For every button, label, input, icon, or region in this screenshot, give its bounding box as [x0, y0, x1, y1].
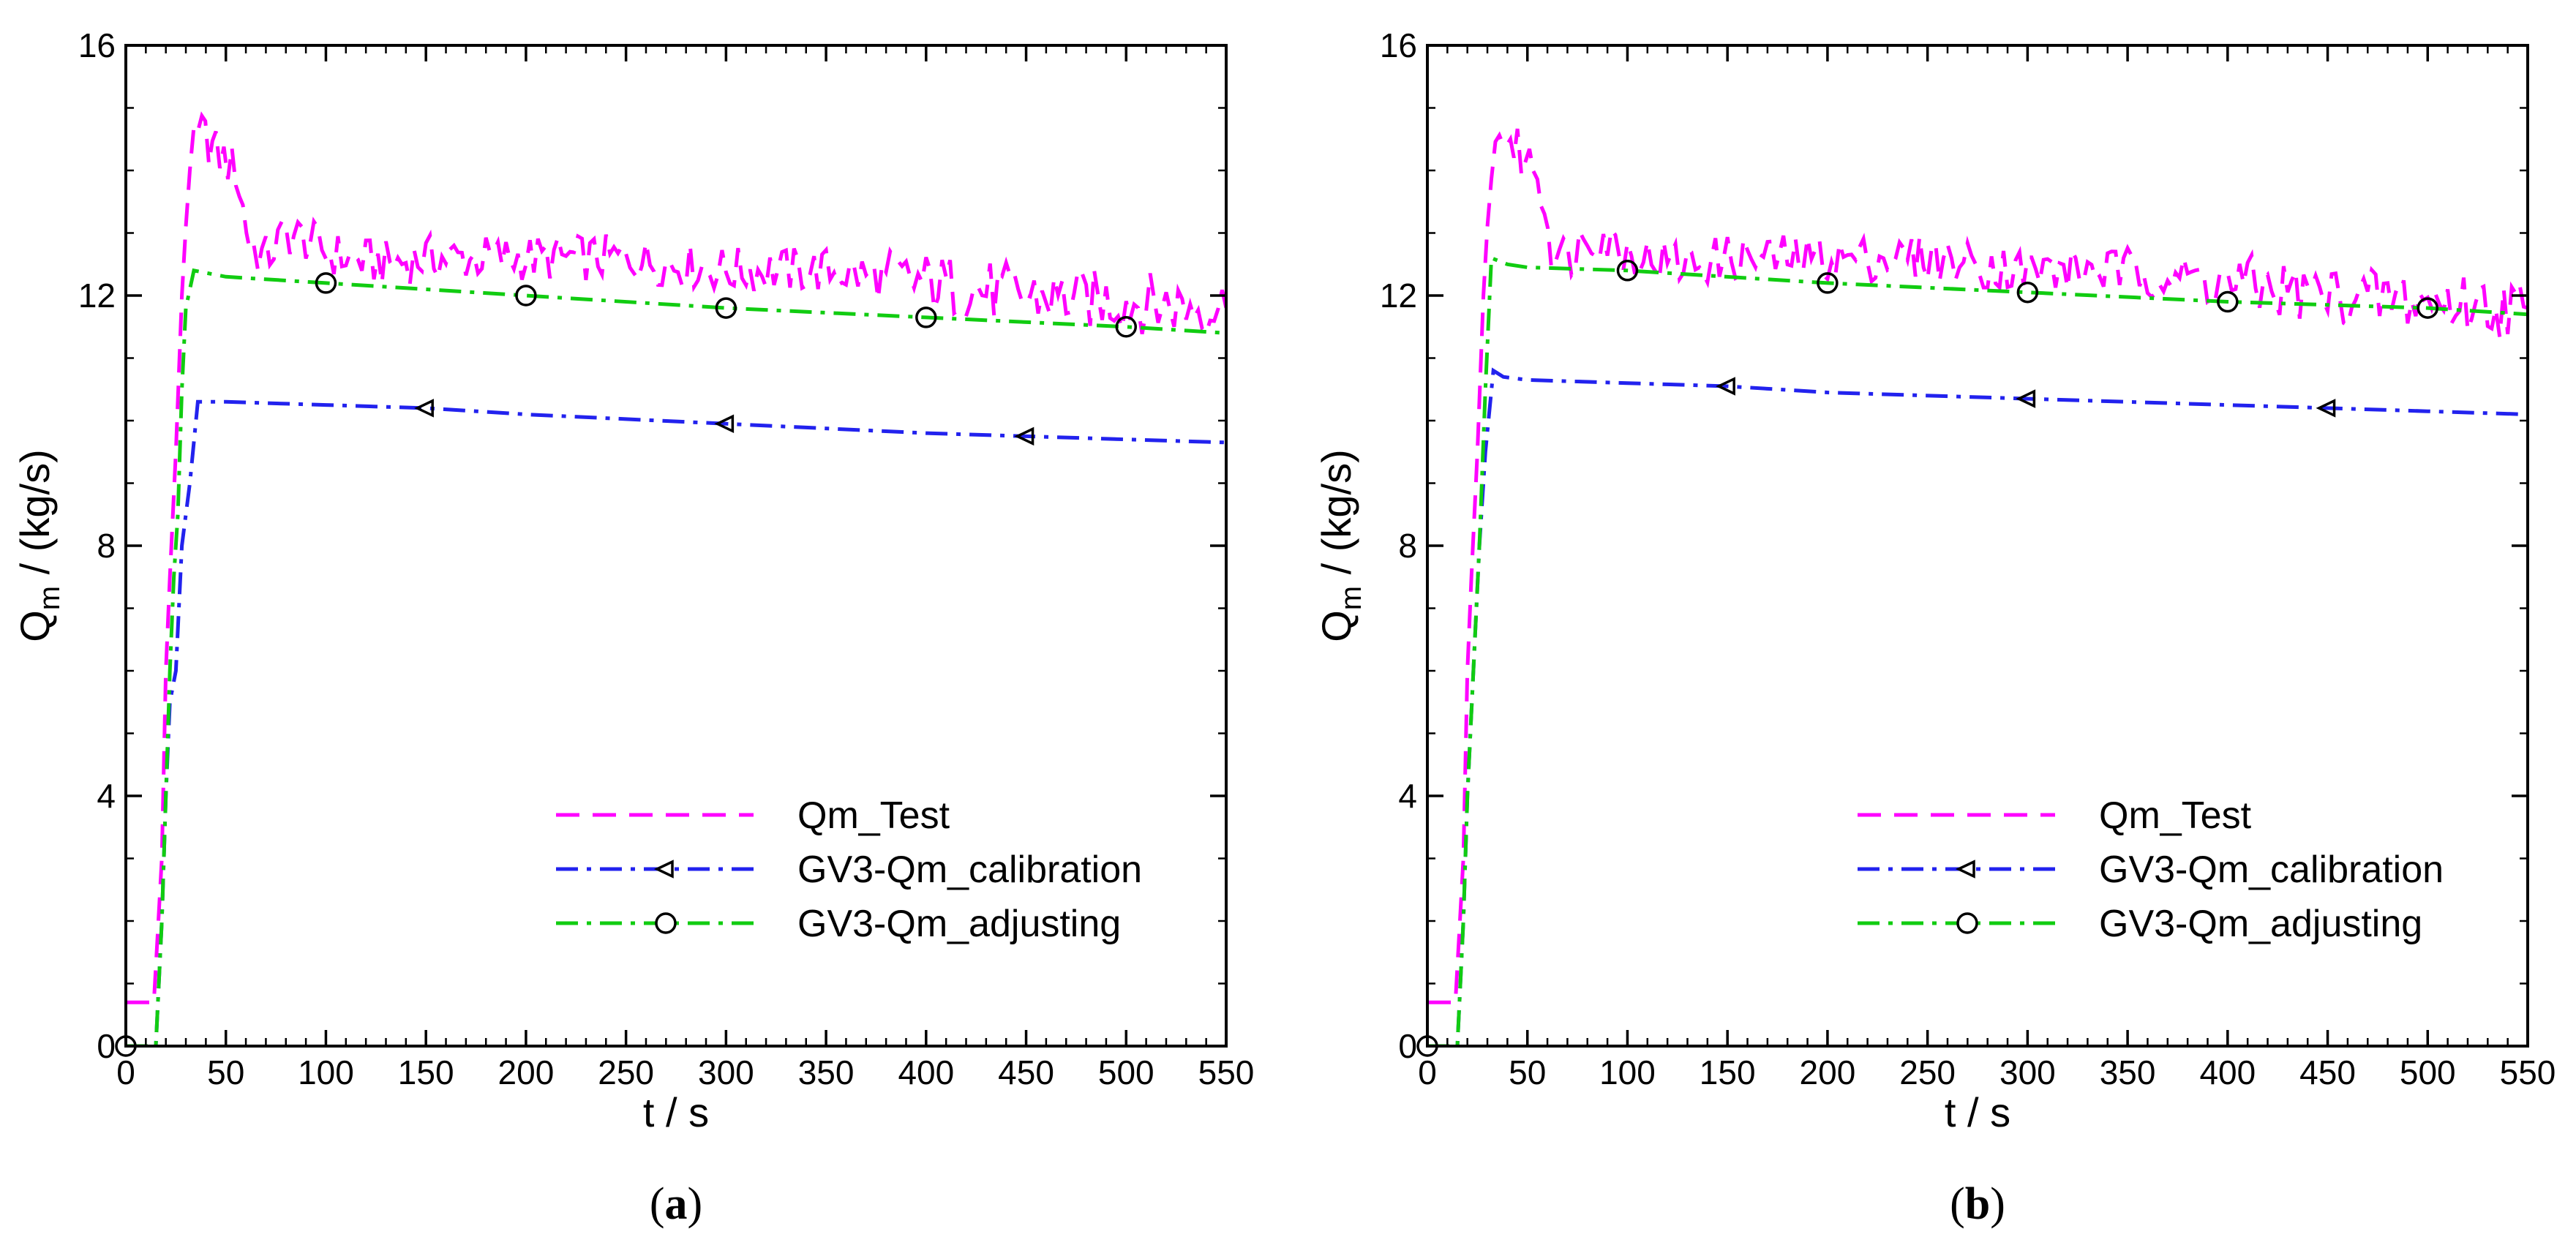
y-tick-label: 4	[97, 777, 116, 815]
x-tick-label: 500	[2400, 1053, 2456, 1091]
legend-marker-circle	[655, 912, 677, 934]
data-point-circle	[1115, 316, 1138, 338]
legend-label: GV3-Qm_calibration	[2099, 849, 2444, 891]
x-tick-label: 200	[498, 1053, 555, 1091]
data-point-circle	[2217, 290, 2239, 313]
x-tick-label: 50	[1509, 1053, 1546, 1091]
series-group	[1427, 128, 2528, 1046]
legend-label: Qm_Test	[797, 794, 950, 837]
x-tick-label: 100	[298, 1053, 354, 1091]
y-axis-label: Qm / (kg/s)	[12, 449, 66, 642]
y-axis-label-sub: m	[1335, 586, 1367, 610]
x-axis-label: t / s	[1945, 1089, 2010, 1135]
legend-marker-triangle	[653, 860, 674, 879]
panel-label: (b)	[1950, 1179, 2005, 1229]
series-line-GV3-Qm_calibration	[126, 399, 1226, 1046]
series-line-Qm_Test	[1427, 128, 2528, 1004]
data-point-circle	[1817, 272, 1839, 294]
y-tick-label: 16	[1380, 26, 1417, 64]
x-tick-label: 150	[1700, 1053, 1756, 1091]
legend-label: Qm_Test	[2099, 794, 2252, 837]
series-line-GV3-Qm_calibration	[1427, 367, 2528, 1046]
data-point-triangle	[714, 414, 735, 434]
y-axis-label-main: Q	[12, 610, 58, 642]
x-tick-label: 450	[998, 1053, 1054, 1091]
legend-label: GV3-Qm_calibration	[797, 849, 1142, 891]
y-tick-label: 12	[78, 277, 116, 315]
x-tick-label: 550	[2500, 1053, 2556, 1091]
y-tick-label: 16	[78, 26, 116, 64]
y-axis-label-unit: / (kg/s)	[1313, 449, 1359, 586]
y-tick-label: 0	[1398, 1027, 1417, 1065]
series-group	[126, 111, 1226, 1046]
chart-panel-a: 0 50 100 150 200 250 300 350 400 450 500 550 0 4 8 12 16…	[12, 26, 1254, 1229]
x-tick-label: 400	[2199, 1053, 2256, 1091]
x-tick-label: 350	[798, 1053, 855, 1091]
y-axis-label-sub: m	[34, 586, 66, 610]
x-tick-label: 200	[1800, 1053, 1856, 1091]
y-axis-label-unit: / (kg/s)	[12, 449, 58, 586]
data-point-circle	[1616, 260, 1639, 282]
data-point-triangle	[1716, 377, 1735, 396]
legend-label: GV3-Qm_adjusting	[797, 903, 1121, 945]
x-tick-label: 250	[598, 1053, 654, 1091]
y-tick-label: 12	[1380, 277, 1417, 315]
series-line-GV3-Qm_adjusting	[126, 268, 1226, 1046]
x-tick-label: 300	[1999, 1053, 2056, 1091]
x-tick-label: 400	[898, 1053, 954, 1091]
data-point-triangle	[414, 399, 434, 418]
panel-label-letter: b	[1965, 1179, 1990, 1229]
panel-label: (a)	[650, 1179, 702, 1229]
y-axis-label-main: Q	[1313, 610, 1359, 642]
panel-label-letter: a	[665, 1179, 688, 1229]
plot-frame	[1426, 44, 2529, 1048]
data-point-triangle	[2016, 389, 2036, 408]
data-point-circle	[915, 307, 937, 328]
x-tick-label: 50	[207, 1053, 244, 1091]
y-tick-label: 8	[97, 527, 116, 565]
x-tick-label: 500	[1098, 1053, 1154, 1091]
series-line-Qm_Test	[126, 111, 1226, 1004]
data-point-circle	[515, 285, 537, 307]
chart-panel-b: 0 50 100 150 200 250 300 350 400 450 500 550 0 4 8 12 16…	[1313, 26, 2556, 1229]
x-tick-label: 550	[1198, 1053, 1255, 1091]
x-tick-label: 250	[1899, 1053, 1956, 1091]
x-tick-label: 0	[116, 1053, 135, 1091]
data-point-triangle	[1014, 426, 1034, 446]
x-tick-label: 350	[2100, 1053, 2156, 1091]
x-tick-label: 100	[1599, 1053, 1656, 1091]
y-axis-label: Qm / (kg/s)	[1313, 449, 1367, 642]
data-point-circle	[2016, 281, 2039, 304]
series-line-GV3-Qm_adjusting	[1427, 255, 2528, 1046]
y-tick-label: 0	[97, 1027, 116, 1065]
x-axis-label: t / s	[643, 1089, 709, 1135]
legend-marker-circle	[1956, 912, 1978, 934]
legend-label: GV3-Qm_adjusting	[2099, 903, 2422, 945]
plot-frame	[124, 44, 1228, 1048]
data-point-circle	[715, 297, 737, 319]
y-tick-label: 8	[1398, 527, 1417, 565]
x-tick-label: 450	[2299, 1053, 2356, 1091]
x-tick-label: 150	[398, 1053, 454, 1091]
x-tick-label: 300	[698, 1053, 754, 1091]
data-point-circle	[2417, 297, 2439, 319]
legend-marker-triangle	[1955, 860, 1975, 879]
data-point-triangle	[2316, 399, 2336, 418]
x-tick-label: 0	[1418, 1053, 1437, 1091]
y-tick-label: 4	[1398, 777, 1417, 815]
data-point-circle	[315, 272, 337, 294]
